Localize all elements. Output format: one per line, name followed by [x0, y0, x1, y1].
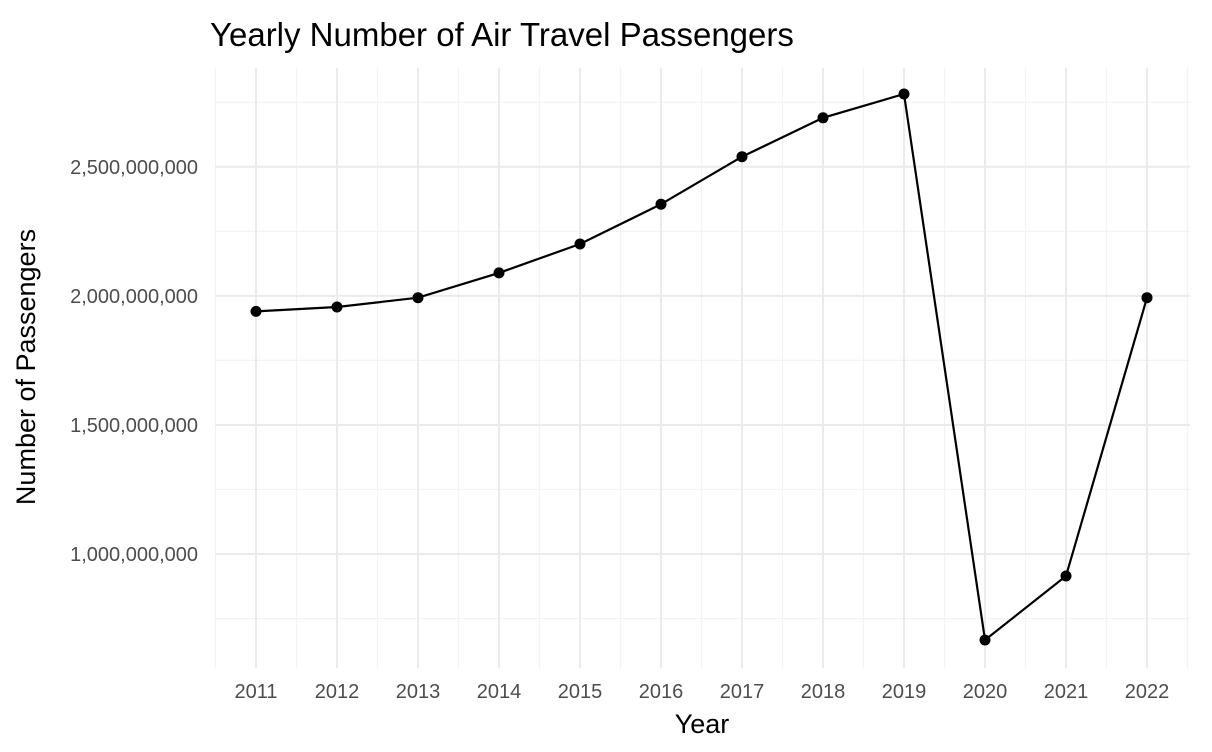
y-axis-title: Number of Passengers: [11, 229, 41, 505]
y-tick-label: 2,000,000,000: [70, 286, 198, 308]
x-tick-labels: 2011 2012 2013 2014 2015 2016 2017 2018 2019 2020…: [234, 681, 1169, 703]
x-tick-label: 2014: [477, 681, 522, 703]
y-tick-labels: 1,000,000,000 1,500,000,000 2,000,000,000 2…: [70, 157, 198, 566]
data-point-2018: [817, 112, 829, 124]
data-point-2021: [1060, 570, 1072, 582]
x-tick-label: 2018: [801, 681, 846, 703]
chart-title: Yearly Number of Air Travel Passengers: [210, 16, 794, 53]
data-point-2011: [250, 305, 262, 317]
major-grid: [215, 68, 1190, 668]
x-tick-label: 2013: [396, 681, 441, 703]
data-point-2016: [655, 198, 667, 210]
data-point-2020: [979, 634, 991, 646]
x-tick-label: 2022: [1125, 681, 1170, 703]
series-line-passengers: [255, 92, 1149, 643]
x-tick-label: 2021: [1044, 681, 1089, 703]
data-point-2014: [493, 267, 505, 279]
x-tick-label: 2019: [882, 681, 927, 703]
x-tick-label: 2015: [558, 681, 603, 703]
data-point-2015: [574, 238, 586, 250]
minor-grid: [214, 68, 1190, 668]
data-point-2022: [1141, 292, 1153, 304]
y-tick-label: 2,500,000,000: [70, 157, 198, 179]
x-tick-label: 2016: [639, 681, 684, 703]
y-tick-label: 1,500,000,000: [70, 415, 198, 437]
data-point-2012: [331, 301, 343, 313]
x-axis-title: Year: [675, 709, 730, 739]
data-point-2019: [898, 88, 910, 100]
x-tick-label: 2012: [315, 681, 360, 703]
x-tick-label: 2017: [720, 681, 765, 703]
x-tick-label: 2020: [963, 681, 1008, 703]
data-point-2013: [412, 292, 424, 304]
x-tick-label: 2011: [234, 681, 277, 703]
data-point-2017: [736, 151, 748, 163]
y-tick-label: 1,000,000,000: [70, 544, 198, 566]
series-points: [250, 88, 1153, 646]
